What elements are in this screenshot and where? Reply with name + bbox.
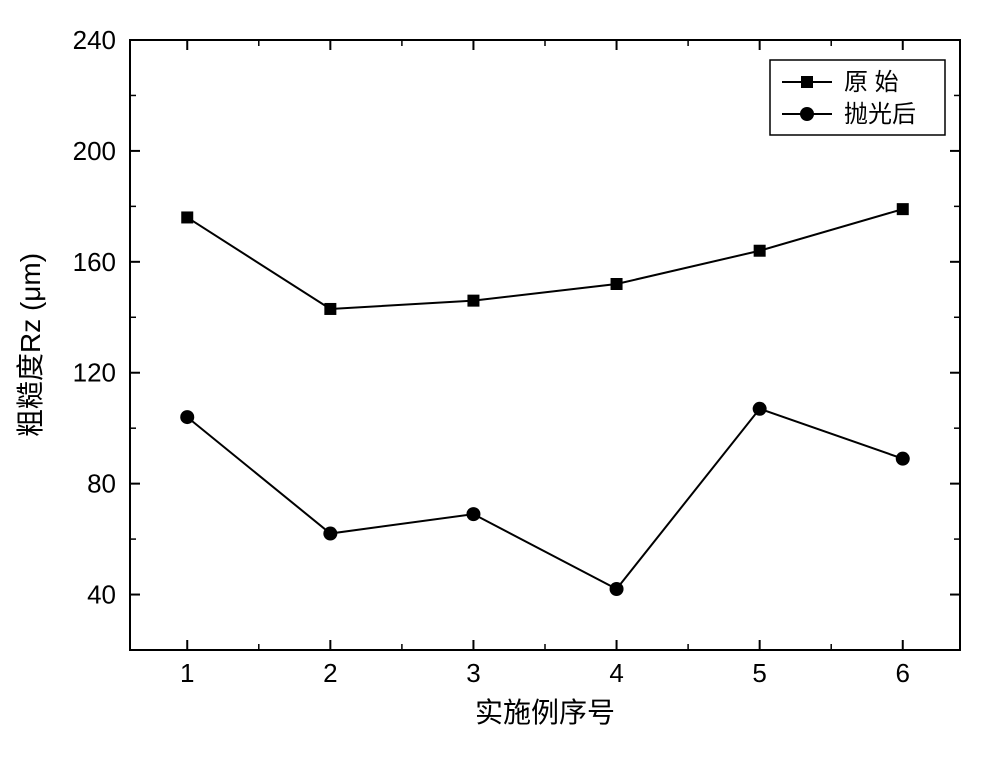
y-tick-label: 120 <box>73 358 116 388</box>
y-tick-label: 200 <box>73 136 116 166</box>
series-marker-1 <box>323 527 337 541</box>
x-axis-label: 实施例序号 <box>475 697 615 728</box>
series-marker-0 <box>181 211 193 223</box>
series-marker-0 <box>467 295 479 307</box>
x-tick-label: 6 <box>896 658 910 688</box>
legend-label-1: 抛光后 <box>844 101 916 128</box>
x-tick-label: 5 <box>752 658 766 688</box>
series-marker-1 <box>610 582 624 596</box>
x-tick-label: 3 <box>466 658 480 688</box>
legend-marker-1 <box>800 107 814 121</box>
x-tick-label: 4 <box>609 658 623 688</box>
series-marker-1 <box>896 452 910 466</box>
y-tick-label: 80 <box>87 469 116 499</box>
chart-container: 1 2 3 4 5 6 40 80 120 160 200 240 实施例序号 粗糙度Rz (μm) 原 始… <box>0 0 1000 758</box>
y-axis-label: 粗糙度Rz (μm) <box>15 253 46 437</box>
y-tick-label: 160 <box>73 247 116 277</box>
series-marker-0 <box>754 245 766 257</box>
series-marker-1 <box>753 402 767 416</box>
x-tick-label: 1 <box>180 658 194 688</box>
series-marker-0 <box>324 303 336 315</box>
series-marker-1 <box>180 410 194 424</box>
y-tick-label: 40 <box>87 580 116 610</box>
y-tick-label: 240 <box>73 25 116 55</box>
chart-svg: 1 2 3 4 5 6 40 80 120 160 200 240 实施例序号 粗糙度Rz (μm) 原 始… <box>0 0 1000 758</box>
series-marker-1 <box>466 507 480 521</box>
x-tick-label: 2 <box>323 658 337 688</box>
legend-marker-0 <box>801 76 813 88</box>
legend-label-0: 原 始 <box>844 69 899 96</box>
series-marker-0 <box>897 203 909 215</box>
series-marker-0 <box>611 278 623 290</box>
